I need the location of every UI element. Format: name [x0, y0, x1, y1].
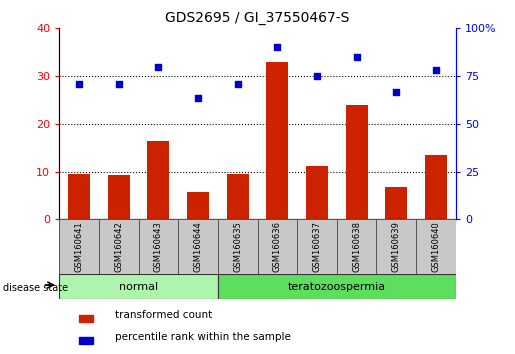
Point	[432, 68, 440, 73]
Text: GSM160643: GSM160643	[154, 222, 163, 272]
FancyBboxPatch shape	[218, 274, 456, 299]
FancyBboxPatch shape	[139, 219, 178, 274]
Text: GSM160639: GSM160639	[392, 222, 401, 272]
Bar	[266, 62, 288, 219]
Bar	[187, 192, 209, 219]
Title: GDS2695 / GI_37550467-S: GDS2695 / GI_37550467-S	[165, 11, 350, 24]
Text: GSM160640: GSM160640	[432, 222, 440, 272]
Bar	[425, 155, 447, 219]
FancyBboxPatch shape	[218, 219, 258, 274]
Point	[352, 54, 360, 60]
FancyBboxPatch shape	[337, 219, 376, 274]
Text: GSM160636: GSM160636	[273, 221, 282, 273]
Text: GSM160637: GSM160637	[313, 221, 321, 273]
FancyBboxPatch shape	[297, 219, 337, 274]
FancyBboxPatch shape	[178, 219, 218, 274]
FancyBboxPatch shape	[59, 219, 99, 274]
Text: percentile rank within the sample: percentile rank within the sample	[115, 332, 290, 342]
Bar	[147, 141, 169, 219]
Bar	[68, 174, 90, 219]
Point	[392, 90, 401, 95]
Text: GSM160641: GSM160641	[75, 222, 83, 272]
FancyBboxPatch shape	[59, 274, 218, 299]
Bar	[306, 166, 328, 219]
Text: GSM160635: GSM160635	[233, 222, 242, 272]
Bar	[108, 175, 130, 219]
Bar	[346, 105, 368, 219]
FancyBboxPatch shape	[376, 219, 416, 274]
Bar	[385, 187, 407, 219]
Point	[114, 81, 123, 87]
Bar	[79, 315, 93, 322]
Text: teratozoospermia: teratozoospermia	[288, 282, 386, 292]
Point	[273, 45, 281, 50]
Point	[194, 95, 202, 101]
Bar	[79, 337, 93, 343]
Text: transformed count: transformed count	[115, 309, 212, 320]
Point	[313, 73, 321, 79]
Point	[154, 64, 162, 69]
FancyBboxPatch shape	[258, 219, 297, 274]
Text: GSM160642: GSM160642	[114, 222, 123, 272]
Bar	[227, 174, 249, 219]
Text: GSM160644: GSM160644	[194, 222, 202, 272]
FancyBboxPatch shape	[99, 219, 139, 274]
Point	[75, 81, 83, 87]
FancyBboxPatch shape	[416, 219, 456, 274]
Text: GSM160638: GSM160638	[352, 221, 361, 273]
Text: normal: normal	[119, 282, 158, 292]
Point	[233, 81, 242, 87]
Text: disease state: disease state	[3, 283, 67, 293]
